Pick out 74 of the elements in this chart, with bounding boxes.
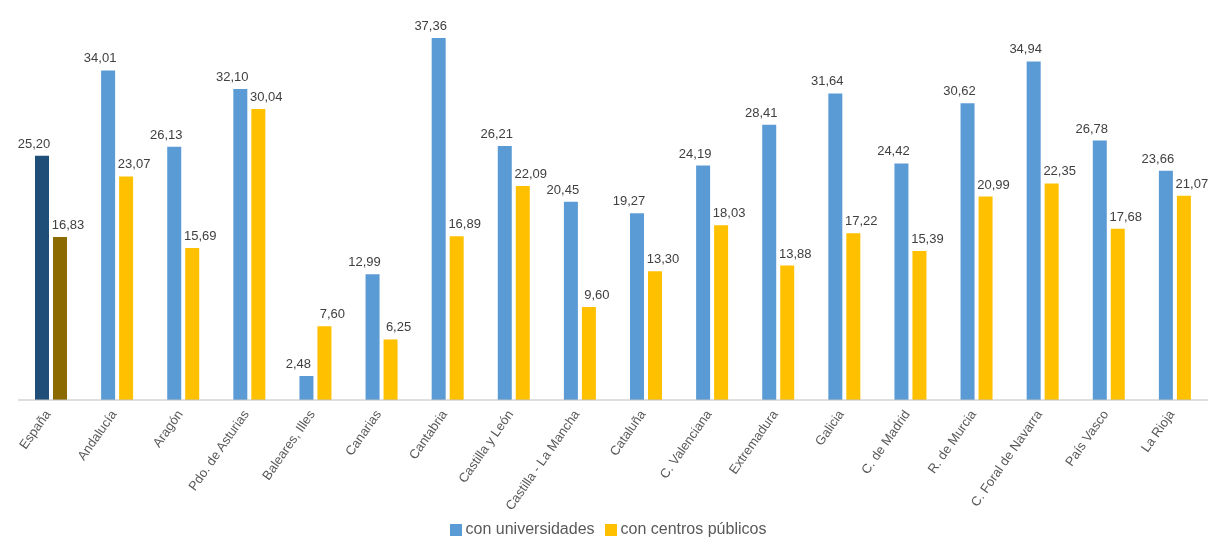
- bar: [53, 236, 67, 400]
- data-label: 20,99: [977, 176, 1010, 192]
- data-label: 24,19: [678, 145, 712, 161]
- bar: [762, 124, 777, 400]
- data-label: 16,83: [51, 216, 85, 232]
- bar: [846, 233, 861, 400]
- bar: [828, 93, 843, 400]
- legend-label: con universidades: [465, 520, 595, 537]
- bar: [1092, 140, 1107, 400]
- bar: [317, 326, 332, 400]
- data-label: 23,66: [1141, 150, 1175, 166]
- data-label: 23,07: [117, 156, 151, 172]
- data-label: 17,22: [845, 213, 878, 229]
- data-label: 2,48: [285, 355, 312, 371]
- bar: [365, 274, 380, 400]
- bar: [978, 196, 993, 400]
- bar: [497, 146, 512, 400]
- legend-label: con centros públicos: [620, 520, 767, 537]
- data-label: 17,68: [1109, 208, 1143, 224]
- bar: [1110, 228, 1125, 400]
- bar: [251, 108, 266, 400]
- bar: [233, 88, 248, 400]
- data-label: 22,35: [1043, 163, 1076, 179]
- data-label: 30,62: [943, 83, 976, 99]
- data-label: 20,45: [546, 181, 580, 197]
- data-label: 25,20: [17, 135, 51, 151]
- data-label: 31,64: [811, 73, 844, 89]
- data-label: 30,04: [250, 88, 283, 104]
- bar: [101, 70, 116, 400]
- bar: [1044, 183, 1059, 400]
- bar: [648, 271, 662, 400]
- bar: [630, 213, 644, 400]
- bar: [299, 375, 314, 400]
- bar: [960, 103, 975, 400]
- bar: [1158, 170, 1173, 400]
- data-label: 15,69: [183, 227, 217, 243]
- data-label: 15,39: [911, 230, 944, 246]
- bar: [696, 165, 711, 400]
- bar: [449, 236, 464, 400]
- bar: [714, 225, 729, 400]
- bar: [581, 306, 596, 400]
- bar: [431, 38, 446, 400]
- data-label: 34,01: [83, 50, 117, 66]
- data-label: 7,60: [319, 306, 346, 322]
- data-label: 13,30: [646, 251, 680, 267]
- data-label: 12,99: [348, 254, 381, 270]
- data-label: 9,60: [584, 286, 610, 302]
- data-label: 28,41: [744, 104, 778, 120]
- bar: [1026, 61, 1041, 400]
- data-label: 34,94: [1009, 41, 1042, 57]
- bar: [383, 339, 398, 400]
- data-label: 18,03: [712, 205, 746, 221]
- bar: [35, 155, 49, 400]
- data-label: 32,10: [216, 68, 249, 84]
- data-label: 26,21: [480, 126, 514, 142]
- data-label: 13,88: [778, 245, 812, 261]
- data-label: 24,42: [877, 143, 910, 159]
- bar: [119, 176, 134, 400]
- data-label: 19,27: [612, 193, 646, 209]
- bar: [1176, 195, 1191, 400]
- bar: [780, 265, 795, 400]
- data-label: 21,07: [1175, 175, 1209, 191]
- bar: [167, 146, 182, 400]
- bar: [912, 250, 927, 400]
- bar: [515, 185, 530, 400]
- data-label: 26,78: [1075, 120, 1109, 136]
- data-label: 6,25: [385, 319, 412, 335]
- data-label: 37,36: [414, 18, 447, 33]
- data-label: 22,09: [514, 165, 548, 181]
- data-label: 26,13: [149, 126, 183, 142]
- data-label: 16,89: [448, 216, 481, 232]
- bar: [563, 201, 578, 400]
- bar: [894, 163, 909, 400]
- bar: [185, 247, 200, 400]
